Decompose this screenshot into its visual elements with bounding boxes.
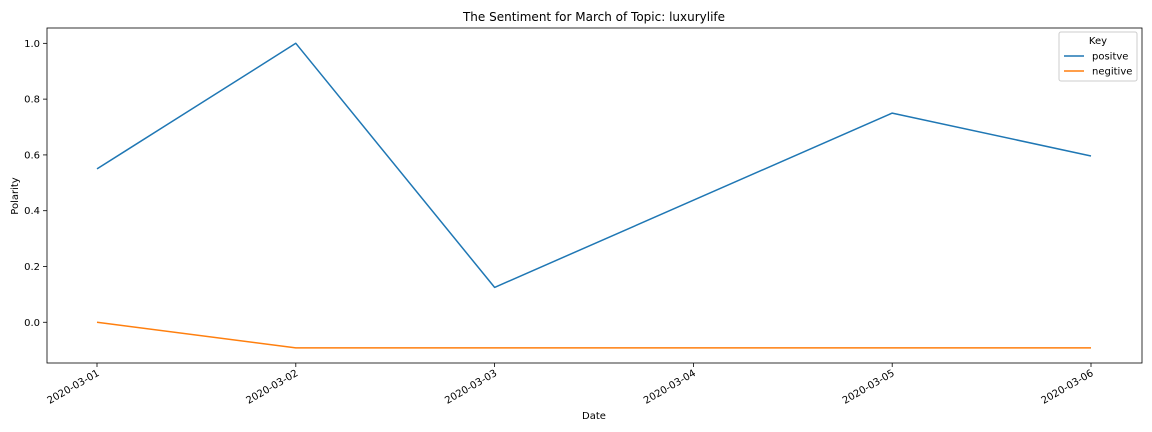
- y-axis: 0.0 0.2 0.4 0.6 0.8 1.0: [24, 39, 47, 329]
- chart-title: The Sentiment for March of Topic: luxury…: [462, 10, 725, 24]
- y-tick-label: 0.0: [24, 318, 40, 329]
- x-tick-label: 2020-03-05: [841, 368, 897, 407]
- series-line-positve: [96, 42, 1092, 289]
- series-layer: [96, 42, 1092, 349]
- series-line-negitive: [96, 321, 1091, 349]
- y-tick-label: 0.2: [24, 262, 40, 273]
- x-axis: 2020-03-01 2020-03-02 2020-03-03 2020-03-04…: [46, 363, 1096, 407]
- x-tick-label: 2020-03-06: [1040, 368, 1096, 407]
- legend-label-positve: positve: [1092, 52, 1128, 63]
- legend-entries: positve negitive: [1064, 52, 1132, 78]
- legend-label-negitive: negitive: [1092, 67, 1132, 78]
- y-axis-title: Polarity: [10, 177, 21, 215]
- x-tick-label: 2020-03-01: [46, 368, 102, 407]
- x-tick-label: 2020-03-02: [244, 368, 300, 407]
- legend-box: [1058, 31, 1138, 82]
- y-tick-label: 1.0: [24, 39, 40, 50]
- y-tick-label: 0.6: [24, 150, 40, 161]
- y-tick-label: 0.8: [24, 95, 40, 106]
- plot-frame: [46, 27, 1143, 364]
- legend: Key positve negitive: [1058, 31, 1138, 82]
- y-tick-label: 0.4: [24, 206, 40, 217]
- x-tick-label: 2020-03-04: [642, 368, 698, 407]
- legend-title: Key: [1089, 36, 1107, 47]
- x-axis-title: Date: [582, 411, 606, 422]
- x-tick-label: 2020-03-03: [443, 368, 499, 407]
